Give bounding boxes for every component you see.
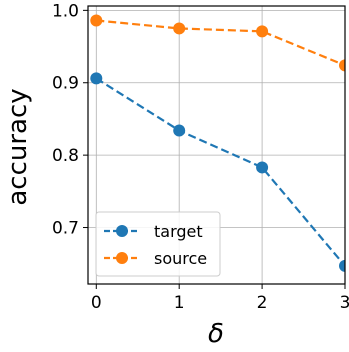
data-point-target bbox=[90, 72, 103, 85]
y-tick-label: 0.9 bbox=[52, 74, 79, 94]
ticks: 0 1 2 3 0.7 0.8 0.9 1.0 bbox=[52, 1, 349, 313]
data-point-source bbox=[256, 25, 269, 38]
x-tick-label: 2 bbox=[257, 293, 268, 313]
y-tick-label: 0.8 bbox=[52, 146, 79, 166]
series-layer bbox=[90, 14, 345, 272]
axes-border bbox=[87, 5, 346, 285]
x-tick-label: 0 bbox=[91, 293, 102, 313]
x-axis-label: δ bbox=[208, 319, 224, 348]
data-point-source bbox=[90, 14, 103, 27]
y-tick-label: 0.7 bbox=[52, 219, 79, 239]
y-tick-label: 1.0 bbox=[52, 1, 79, 21]
legend-entry-target: target bbox=[104, 222, 203, 241]
x-tick-label: 3 bbox=[340, 293, 349, 313]
legend-entry-source: source bbox=[104, 249, 207, 268]
legend-label: target bbox=[154, 222, 203, 241]
data-point-target bbox=[256, 161, 269, 174]
series-line-target bbox=[95, 77, 345, 267]
series-source bbox=[90, 14, 345, 72]
legend-marker bbox=[116, 252, 128, 264]
legend-label: source bbox=[154, 249, 207, 268]
data-point-target bbox=[173, 124, 186, 137]
data-point-source bbox=[339, 59, 345, 72]
y-axis-label: accuracy bbox=[3, 88, 33, 205]
legend: target source bbox=[95, 211, 221, 277]
data-point-source bbox=[173, 22, 186, 35]
x-tick-label: 1 bbox=[174, 293, 185, 313]
legend-marker bbox=[116, 225, 128, 237]
series-line-source bbox=[96, 19, 345, 67]
series-target bbox=[90, 72, 345, 272]
axes-frame bbox=[87, 5, 346, 285]
data-point-target bbox=[339, 259, 345, 272]
